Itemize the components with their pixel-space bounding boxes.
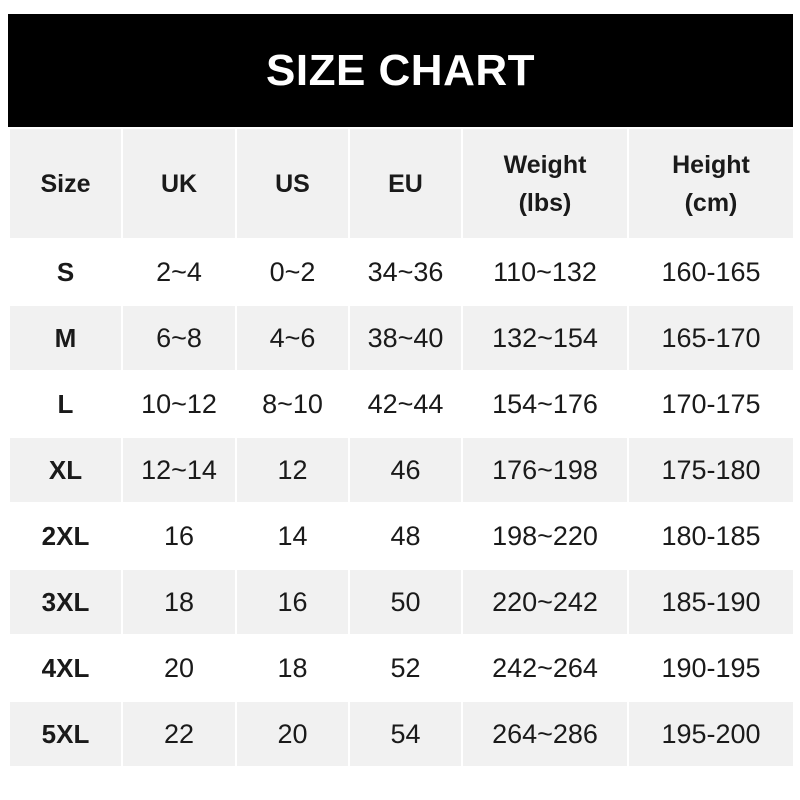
cell-uk: 10~12 [121, 370, 237, 438]
cell-eu: 38~40 [348, 304, 463, 372]
cell-weight: 154~176 [461, 370, 629, 438]
cell-us: 20 [235, 700, 350, 768]
cell-height: 195-200 [627, 700, 795, 768]
cell-us: 16 [235, 568, 350, 636]
cell-eu: 34~36 [348, 238, 463, 306]
cell-height: 160-165 [627, 238, 795, 306]
cell-us: 12 [235, 436, 350, 504]
cell-weight: 132~154 [461, 304, 629, 372]
cell-eu: 52 [348, 634, 463, 702]
cell-height: 180-185 [627, 502, 795, 570]
table-row: 2XL 16 14 48 198~220 180-185 [8, 502, 795, 570]
cell-eu: 46 [348, 436, 463, 504]
header-height: Height (cm) [627, 127, 795, 240]
table-row: 3XL 18 16 50 220~242 185-190 [8, 568, 795, 636]
cell-eu: 48 [348, 502, 463, 570]
cell-eu: 54 [348, 700, 463, 768]
cell-height: 170-175 [627, 370, 795, 438]
cell-weight: 110~132 [461, 238, 629, 306]
cell-eu: 50 [348, 568, 463, 636]
cell-uk: 2~4 [121, 238, 237, 306]
cell-us: 8~10 [235, 370, 350, 438]
header-uk: UK [121, 127, 237, 240]
header-us: US [235, 127, 350, 240]
table-row: M 6~8 4~6 38~40 132~154 165-170 [8, 304, 795, 372]
chart-title: SIZE CHART [8, 14, 793, 127]
table-row: XL 12~14 12 46 176~198 175-180 [8, 436, 795, 504]
cell-us: 14 [235, 502, 350, 570]
cell-weight: 220~242 [461, 568, 629, 636]
cell-height: 190-195 [627, 634, 795, 702]
cell-size: L [8, 370, 123, 438]
cell-size: 2XL [8, 502, 123, 570]
size-chart: SIZE CHART Size UK US EU Weight (lbs) Height … [8, 14, 795, 768]
cell-height: 185-190 [627, 568, 795, 636]
size-table: Size UK US EU Weight (lbs) Height (cm) S 2~4 0~… [8, 127, 795, 768]
header-weight: Weight (lbs) [461, 127, 629, 240]
table-row: 5XL 22 20 54 264~286 195-200 [8, 700, 795, 768]
cell-us: 4~6 [235, 304, 350, 372]
cell-us: 18 [235, 634, 350, 702]
cell-uk: 20 [121, 634, 237, 702]
cell-size: 3XL [8, 568, 123, 636]
header-eu: EU [348, 127, 463, 240]
cell-uk: 18 [121, 568, 237, 636]
cell-size: XL [8, 436, 123, 504]
table-row: L 10~12 8~10 42~44 154~176 170-175 [8, 370, 795, 438]
cell-us: 0~2 [235, 238, 350, 306]
cell-uk: 12~14 [121, 436, 237, 504]
cell-size: S [8, 238, 123, 306]
cell-weight: 198~220 [461, 502, 629, 570]
cell-height: 165-170 [627, 304, 795, 372]
cell-size: 5XL [8, 700, 123, 768]
cell-size: 4XL [8, 634, 123, 702]
cell-uk: 16 [121, 502, 237, 570]
cell-uk: 6~8 [121, 304, 237, 372]
cell-weight: 242~264 [461, 634, 629, 702]
table-row: 4XL 20 18 52 242~264 190-195 [8, 634, 795, 702]
cell-size: M [8, 304, 123, 372]
cell-weight: 264~286 [461, 700, 629, 768]
table-row: S 2~4 0~2 34~36 110~132 160-165 [8, 238, 795, 306]
cell-weight: 176~198 [461, 436, 629, 504]
header-row: Size UK US EU Weight (lbs) Height (cm) [8, 127, 795, 240]
cell-uk: 22 [121, 700, 237, 768]
header-size: Size [8, 127, 123, 240]
cell-eu: 42~44 [348, 370, 463, 438]
cell-height: 175-180 [627, 436, 795, 504]
